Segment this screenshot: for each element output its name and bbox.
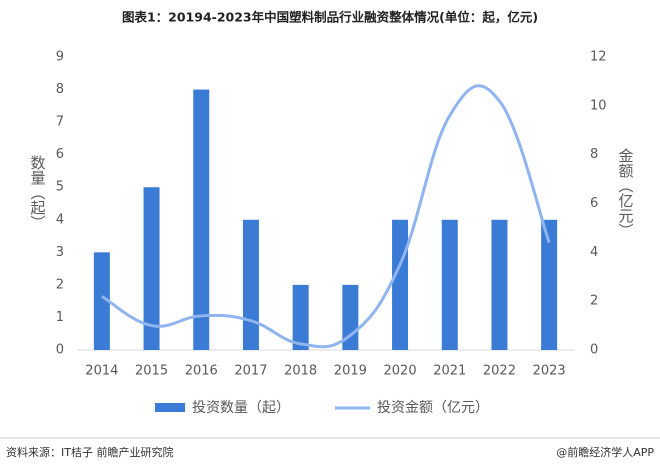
y-tick-label: 3: [56, 245, 64, 260]
y2-axis-label: 金额（亿元）: [617, 148, 635, 238]
line: [101, 84, 551, 349]
bar: [491, 219, 508, 350]
bar: [292, 284, 309, 350]
y-tick-label: 5: [56, 180, 64, 195]
x-tick-label: 2016: [185, 364, 218, 379]
bar: [143, 187, 160, 350]
y-tick-label: 6: [56, 147, 64, 162]
y2-tick-label: 4: [590, 245, 598, 260]
legend-swatch: [155, 403, 185, 412]
bar: [541, 219, 558, 350]
bar: [441, 219, 458, 350]
y-tick-label: 9: [56, 50, 64, 65]
x-tick-label: 2021: [433, 364, 466, 379]
y2-tick-label: 0: [590, 343, 598, 358]
credit: @前瞻经济学人APP: [556, 445, 654, 459]
x-tick-label: 2014: [85, 364, 118, 379]
legend-label: 投资金额（亿元）: [377, 400, 489, 416]
y2-tick-label: 8: [590, 147, 598, 162]
x-tick-label: 2018: [284, 364, 317, 379]
y2-tick-label: 2: [590, 294, 598, 309]
source: 资料来源：IT桔子 前瞻产业研究院: [6, 445, 173, 459]
x-tick-label: 2023: [533, 364, 566, 379]
y2-tick-label: 10: [590, 98, 607, 113]
bar: [242, 219, 259, 350]
y-axis-label: 数量（起）: [29, 155, 47, 230]
bar: [392, 219, 409, 350]
bar: [193, 89, 210, 351]
x-tick-label: 2020: [384, 364, 417, 379]
bar: [93, 252, 110, 350]
y-tick-label: 8: [56, 82, 64, 97]
y-tick-label: 0: [56, 343, 64, 358]
y2-tick-label: 6: [590, 196, 598, 211]
x-tick-label: 2022: [483, 364, 516, 379]
x-tick-label: 2017: [234, 364, 267, 379]
x-tick-label: 2019: [334, 364, 367, 379]
y-tick-label: 2: [56, 277, 64, 292]
y-tick-label: 1: [56, 310, 64, 325]
y2-tick-label: 12: [590, 50, 607, 65]
legend-label: 投资数量（起）: [192, 400, 290, 416]
y-tick-label: 7: [56, 115, 64, 130]
x-tick-label: 2015: [135, 364, 168, 379]
y-tick-label: 4: [56, 212, 64, 227]
chart-title: 图表1：20194-2023年中国塑料制品行业融资整体情况(单位：起，亿元): [122, 10, 538, 25]
